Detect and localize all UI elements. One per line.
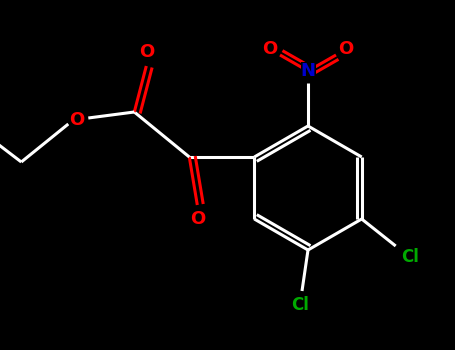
Text: O: O (139, 43, 154, 61)
Text: N: N (300, 62, 315, 80)
Text: Cl: Cl (401, 248, 419, 266)
Text: O: O (263, 40, 278, 58)
Text: O: O (190, 210, 205, 228)
Text: Cl: Cl (291, 296, 309, 314)
Text: O: O (69, 111, 84, 129)
Text: O: O (339, 40, 354, 58)
